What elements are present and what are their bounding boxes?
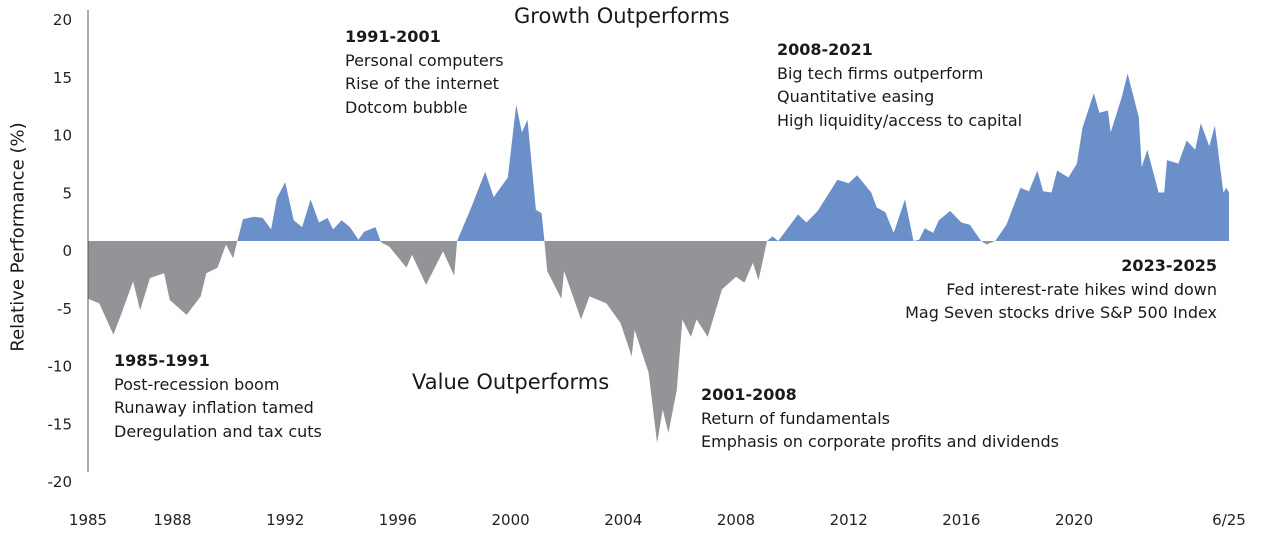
- growth-outperforms-area: [88, 73, 1229, 241]
- annotation-line: Deregulation and tax cuts: [114, 422, 322, 442]
- y-tick-label: 15: [53, 69, 72, 87]
- annotation-line: Rise of the internet: [345, 74, 499, 94]
- annotation-1991-2001: 1991-2001 Personal computers Rise of the…: [345, 25, 504, 120]
- x-tick-label: 1992: [266, 511, 304, 529]
- annotation-line: Return of fundamentals: [701, 408, 890, 428]
- annotation-line: Emphasis on corporate profits and divide…: [701, 432, 1059, 452]
- x-tick-label: 2012: [830, 511, 868, 529]
- annotation-line: Fed interest-rate hikes wind down: [946, 279, 1217, 299]
- x-tick-label: 2016: [942, 511, 980, 529]
- annotation-2023-2025: 2023-2025 Fed interest-rate hikes wind d…: [905, 254, 1217, 325]
- x-tick-label: 1996: [379, 511, 417, 529]
- annotation-period: 2023-2025: [1121, 256, 1217, 275]
- y-tick-label: 0: [62, 242, 72, 260]
- annotation-line: Big tech firms outperform: [777, 63, 984, 83]
- x-tick-label: 1988: [153, 511, 191, 529]
- annotation-period: 2001-2008: [701, 385, 797, 404]
- x-tick-labels: 1985 1988 1992 1996 2000 2004 2008 2012 2016 2020…: [69, 511, 1246, 529]
- y-tick-label: -10: [48, 358, 73, 376]
- annotation-period: 1991-2001: [345, 27, 441, 46]
- value-outperforms-area: [88, 241, 1229, 444]
- x-tick-label: 2004: [604, 511, 642, 529]
- y-tick-labels: 20 15 10 5 0 -5 -10 -15 -20: [48, 11, 73, 491]
- annotation-line: Quantitative easing: [777, 87, 935, 107]
- value-outperforms-label: Value Outperforms: [412, 370, 610, 394]
- x-tick-label: 1985: [69, 511, 107, 529]
- x-tick-label: 6/25: [1212, 511, 1246, 529]
- annotation-line: Mag Seven stocks drive S&P 500 Index: [905, 303, 1217, 323]
- annotation-2008-2021: 2008-2021 Big tech firms outperform Quan…: [777, 38, 1022, 133]
- annotation-line: Personal computers: [345, 50, 504, 70]
- annotation-period: 1985-1991: [114, 351, 210, 370]
- y-tick-label: 20: [53, 11, 72, 29]
- annotation-line: Runaway inflation tamed: [114, 398, 314, 418]
- annotation-line: Post-recession boom: [114, 374, 280, 394]
- y-tick-label: -15: [48, 415, 73, 433]
- annotation-period: 2008-2021: [777, 40, 873, 59]
- annotation-line: Dotcom bubble: [345, 98, 468, 118]
- annotation-line: High liquidity/access to capital: [777, 111, 1023, 131]
- y-tick-label: 5: [62, 184, 72, 202]
- annotation-2001-2008: 2001-2008 Return of fundamentals Emphasi…: [701, 383, 1059, 454]
- x-tick-label: 2008: [717, 511, 755, 529]
- x-tick-label: 2020: [1055, 511, 1093, 529]
- annotation-1985-1991: 1985-1991 Post-recession boom Runaway in…: [114, 349, 322, 444]
- y-tick-label: -5: [57, 300, 72, 318]
- y-axis-label: Relative Performance (%): [7, 122, 29, 352]
- y-tick-label: 10: [53, 127, 72, 145]
- y-tick-label: -20: [48, 473, 73, 491]
- x-tick-label: 2000: [491, 511, 529, 529]
- growth-outperforms-label: Growth Outperforms: [514, 4, 730, 28]
